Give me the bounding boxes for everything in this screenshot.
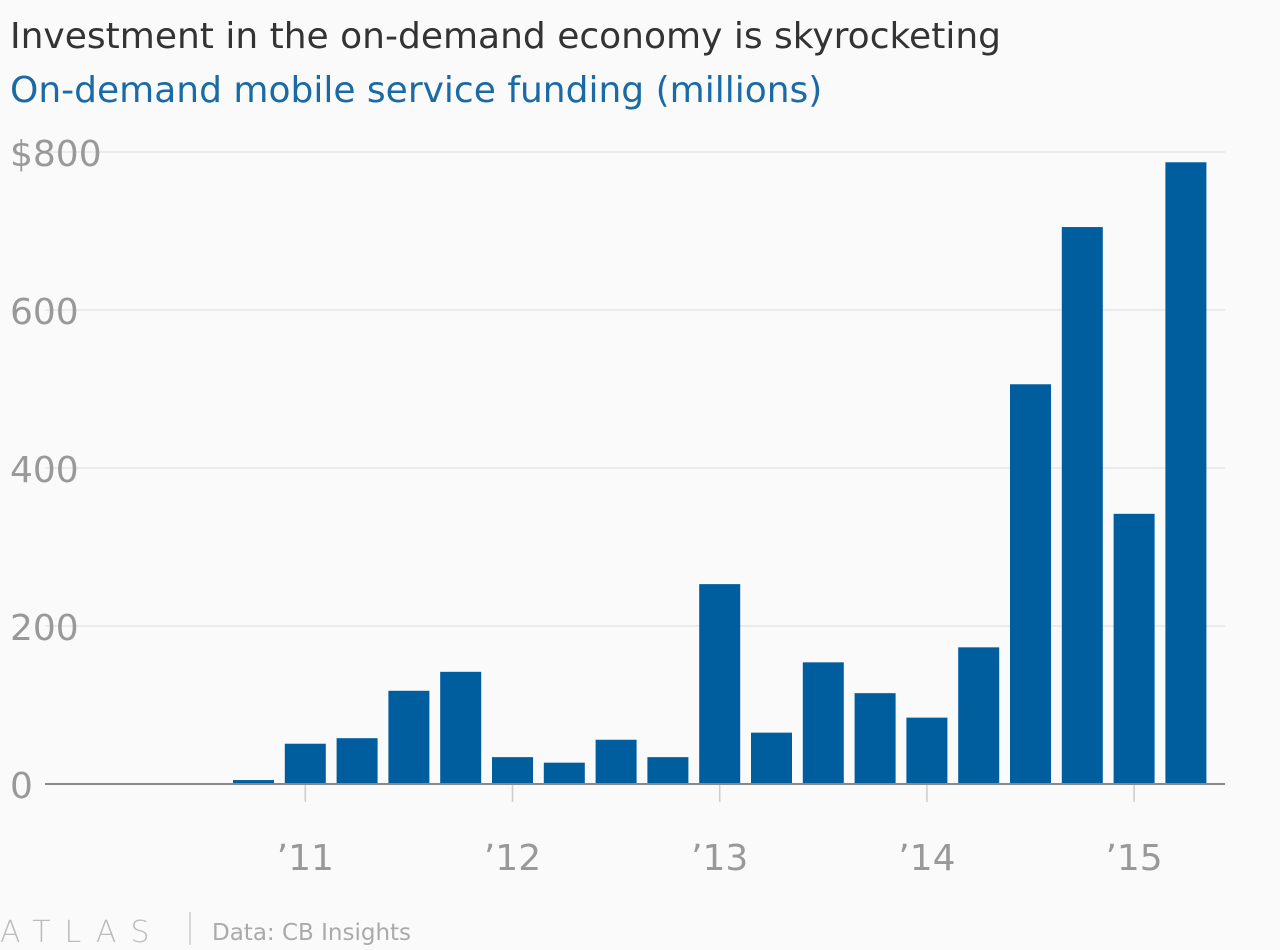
bar xyxy=(647,757,689,784)
bar xyxy=(1165,162,1207,784)
bar xyxy=(751,732,792,784)
bar xyxy=(802,662,844,784)
x-tick-label: ’15 xyxy=(1105,838,1162,879)
brand: ATLAS xyxy=(0,915,164,950)
bar xyxy=(388,690,430,784)
bar xyxy=(1061,227,1103,785)
bar xyxy=(1113,513,1155,784)
x-tick-label: ’12 xyxy=(484,838,541,879)
bar xyxy=(906,717,948,784)
y-tick-label: 0 xyxy=(10,766,33,807)
bar xyxy=(233,780,274,784)
chart-subtitle: On-demand mobile service funding (millio… xyxy=(10,70,822,111)
x-tick-label: ’14 xyxy=(898,838,955,879)
y-tick-label: 600 xyxy=(10,292,79,333)
bar xyxy=(699,584,741,784)
bar xyxy=(440,671,482,784)
bar xyxy=(336,738,378,784)
chart-title: Investment in the on-demand economy is s… xyxy=(10,16,1001,57)
x-tick-label: ’11 xyxy=(277,838,334,879)
bar xyxy=(284,743,326,784)
x-tick-label: ’13 xyxy=(691,838,748,879)
bar xyxy=(595,739,637,784)
bar xyxy=(854,693,896,784)
bar xyxy=(958,647,1000,784)
y-tick-label: $800 xyxy=(10,134,102,175)
bar xyxy=(543,762,585,784)
source: Data: CB Insights xyxy=(212,920,411,946)
y-tick-label: 200 xyxy=(10,608,79,649)
bar xyxy=(492,757,533,784)
y-tick-label: 400 xyxy=(10,450,79,491)
bar xyxy=(1010,384,1051,784)
